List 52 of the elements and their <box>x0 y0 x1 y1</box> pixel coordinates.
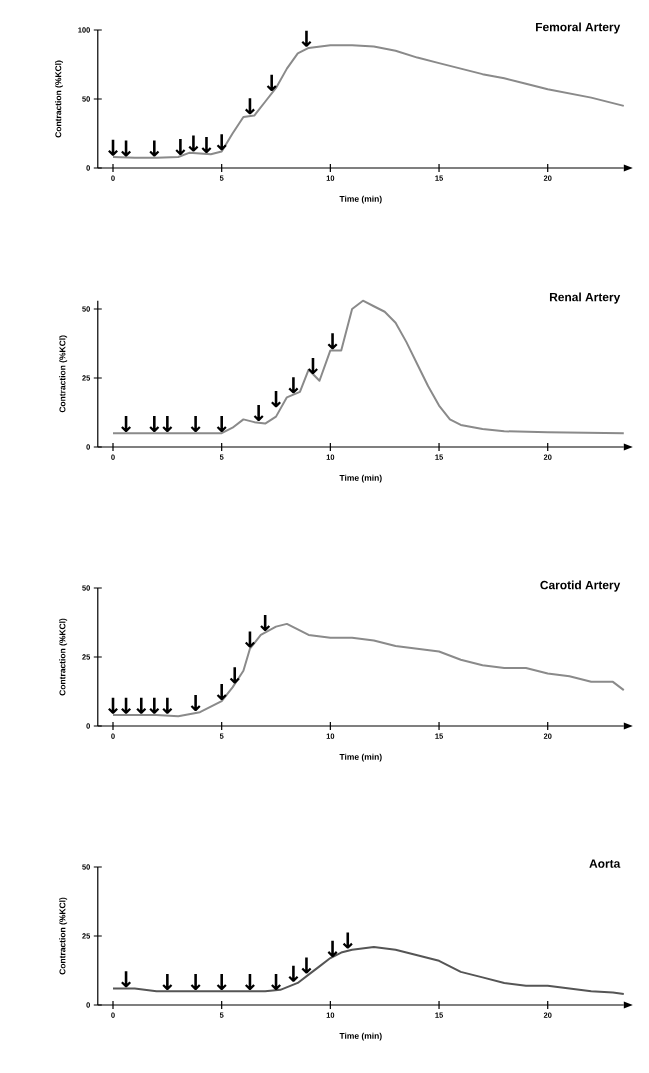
annotation: ↓ <box>244 631 255 648</box>
annotation: ↓ <box>149 697 160 714</box>
annotation: ↓ <box>308 357 318 375</box>
annotation: ↓ <box>260 614 271 631</box>
annotation: ↓ <box>121 140 132 157</box>
annotation: ↓ <box>108 697 118 714</box>
y-axis-title: Contraction (%KCl) <box>55 60 63 138</box>
annotation: ↓ <box>216 683 227 700</box>
annotation: ↓ <box>188 135 199 152</box>
annotation: ↓ <box>229 667 240 684</box>
annotation: ↓ <box>136 697 147 714</box>
annotation: ↓ <box>162 415 173 432</box>
annotation: ↓ <box>301 957 312 974</box>
annotation: ↓ <box>149 140 160 157</box>
annotation: ↓ <box>216 134 227 151</box>
x-axis-title: Time (min) <box>339 474 382 483</box>
annotation: ↓ <box>162 697 173 714</box>
annotation: ↓ <box>216 973 227 990</box>
annotation: ↓ <box>342 932 353 949</box>
chart-title: Femoral Artery <box>536 22 621 34</box>
annotation: ↓ <box>121 971 132 988</box>
annotation: ↓ <box>327 333 338 350</box>
annotation: ↓ <box>190 973 201 990</box>
annotation: ↓ <box>108 139 118 156</box>
annotation: ↓ <box>288 965 299 982</box>
annotation: ↓ <box>175 139 186 156</box>
annotation: ↓ <box>301 30 312 47</box>
chart-title: Carotid Artery <box>540 580 621 592</box>
annotation: ↓ <box>201 136 212 153</box>
y-axis-title: Contraction (%KCl) <box>59 335 68 413</box>
x-axis-title: Time (min) <box>339 1032 382 1041</box>
annotation: ↓ <box>244 973 255 990</box>
annotation: ↓ <box>244 98 255 115</box>
annotation: ↓ <box>121 697 132 714</box>
chart-title: Renal Artery <box>549 292 621 304</box>
annotation: ↓ <box>288 377 299 394</box>
annotation: ↓ <box>271 391 281 408</box>
annotation: ↓ <box>216 415 227 432</box>
x-axis-title: Time (min) <box>339 753 382 762</box>
annotation: ↓ <box>271 973 281 990</box>
x-axis-title: Time (min) <box>339 195 382 204</box>
annotation: ↓ <box>162 973 173 990</box>
chart-title: Aorta <box>589 859 621 868</box>
y-axis-title: Contraction (%KCl) <box>59 897 68 975</box>
annotation: ↓ <box>190 694 201 711</box>
y-axis-title: Contraction (%KCl) <box>59 618 68 696</box>
annotation: ↓ <box>253 404 264 421</box>
annotation: ↓ <box>266 74 277 91</box>
annotation: ↓ <box>149 415 160 432</box>
annotation: ↓ <box>327 940 338 957</box>
annotation: ↓ <box>190 415 201 432</box>
annotation: ↓ <box>121 415 132 432</box>
